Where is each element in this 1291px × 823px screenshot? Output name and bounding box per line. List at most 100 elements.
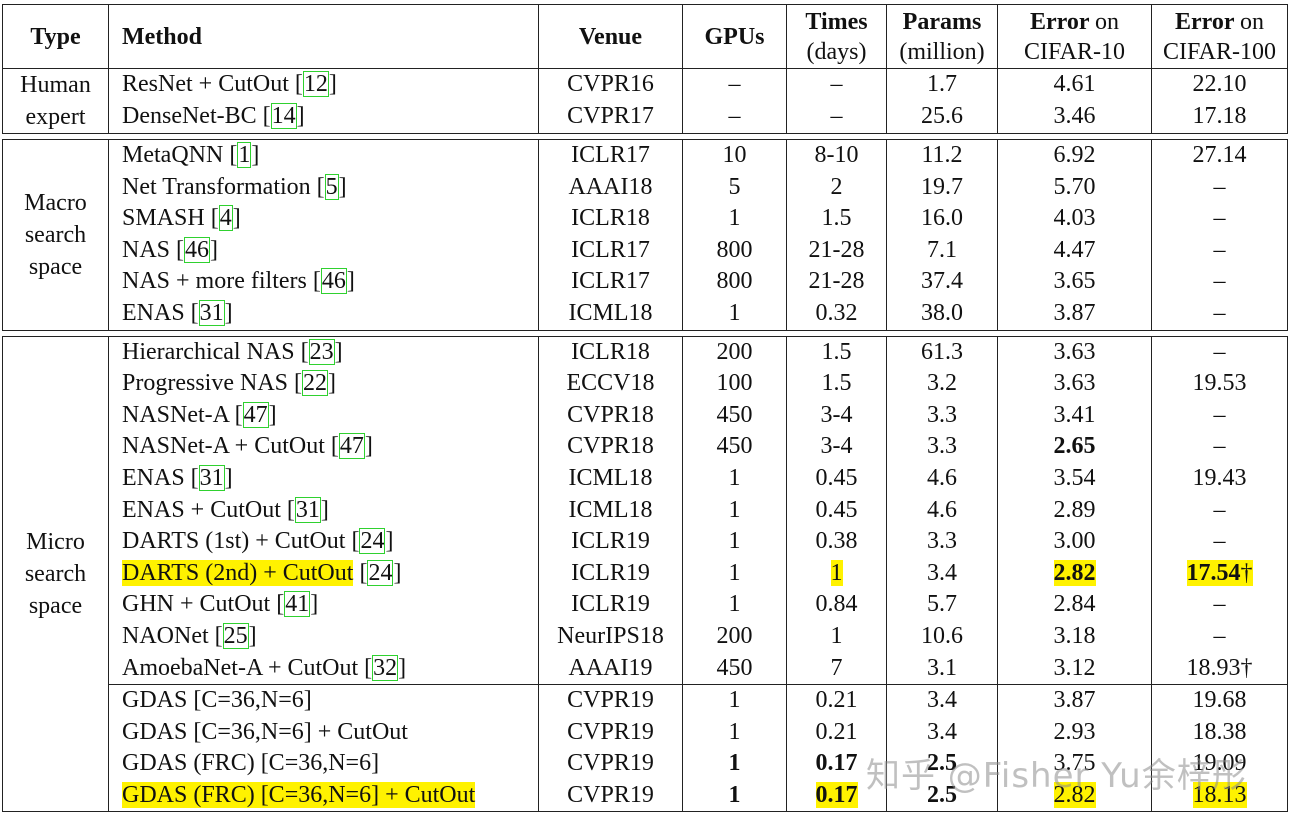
err10-cell: 3.65 bbox=[997, 266, 1152, 298]
venue-value: ICLR17 bbox=[571, 142, 650, 168]
err100-cell: – bbox=[1151, 526, 1288, 558]
gpus-cell: 1 bbox=[682, 557, 787, 590]
err10-cell: 3.87 bbox=[997, 297, 1152, 331]
citation-link[interactable]: 1 bbox=[237, 142, 252, 168]
ref-bracket: [ bbox=[229, 142, 238, 168]
gpus-cell: 1 bbox=[682, 203, 787, 235]
type-label: search bbox=[24, 221, 87, 248]
ref-bracket: ] bbox=[310, 591, 319, 618]
type-label: space bbox=[28, 253, 83, 280]
citation-link[interactable]: 12 bbox=[302, 71, 329, 98]
gpus-value: 1 bbox=[728, 781, 741, 808]
citation-link[interactable]: 14 bbox=[270, 103, 297, 130]
err100-value: 18.38 bbox=[1192, 718, 1247, 745]
citation-link[interactable]: 32 bbox=[372, 654, 399, 681]
ref-bracket: [ bbox=[190, 464, 199, 491]
citation-link[interactable]: 47 bbox=[338, 433, 365, 460]
params-value: 3.3 bbox=[927, 433, 957, 460]
err10-cell: 4.03 bbox=[997, 203, 1152, 235]
venue-cell: CVPR19 bbox=[538, 716, 683, 749]
err10-cell: 3.63 bbox=[997, 368, 1152, 400]
citation-link[interactable]: 24 bbox=[367, 559, 394, 586]
err100-value: – bbox=[1213, 236, 1226, 263]
gpus-cell: 800 bbox=[682, 266, 787, 298]
citation-link[interactable]: 46 bbox=[184, 236, 211, 263]
params-value: 25.6 bbox=[921, 103, 963, 130]
type-label: space bbox=[28, 593, 83, 620]
citation-link[interactable]: 4 bbox=[218, 205, 233, 232]
method-name: GDAS (FRC) [C=36,N=6] + CutOut bbox=[122, 781, 476, 808]
gpus-cell: 1 bbox=[682, 462, 787, 495]
citation-link[interactable]: 41 bbox=[284, 591, 311, 618]
citation-link[interactable]: 46 bbox=[320, 268, 347, 295]
err100-cell: – bbox=[1151, 399, 1288, 432]
ref-bracket: ] bbox=[338, 173, 347, 200]
method-cell: Hierarchical NAS [23] bbox=[108, 335, 539, 369]
err10-cell: 5.70 bbox=[997, 171, 1152, 204]
params-value: 3.2 bbox=[927, 370, 957, 397]
times-cell: 7 bbox=[786, 652, 887, 685]
ref-bracket: [ bbox=[294, 71, 303, 98]
method-name: GDAS [C=36,N=6] bbox=[122, 687, 312, 714]
venue-cell: ICML18 bbox=[538, 494, 683, 527]
citation-link[interactable]: 23 bbox=[308, 338, 335, 365]
err100-value: – bbox=[1213, 338, 1226, 365]
times-value: 0.84 bbox=[815, 591, 858, 618]
times-value: 0.17 bbox=[815, 781, 858, 808]
venue-cell: CVPR17 bbox=[538, 101, 683, 134]
err10-value: 3.87 bbox=[1053, 687, 1096, 714]
venue-cell: AAAI19 bbox=[538, 652, 683, 685]
gpus-cell: 1 bbox=[682, 684, 787, 717]
citation-link[interactable]: 31 bbox=[198, 299, 225, 326]
citation-link[interactable]: 31 bbox=[198, 464, 225, 491]
params-cell: 3.1 bbox=[886, 652, 998, 685]
err10-cell: 4.47 bbox=[997, 234, 1152, 267]
ref-bracket: ] bbox=[268, 401, 277, 428]
err100-value: – bbox=[1213, 496, 1226, 523]
citation-link[interactable]: 5 bbox=[324, 173, 339, 200]
err10-value: 3.00 bbox=[1053, 528, 1096, 555]
venue-value: CVPR18 bbox=[567, 433, 654, 460]
params-value: 3.4 bbox=[927, 687, 957, 714]
times-cell: 0.84 bbox=[786, 589, 887, 621]
err100-value: – bbox=[1213, 622, 1226, 649]
err100-cell: 19.68 bbox=[1151, 684, 1288, 717]
venue-cell: ICLR18 bbox=[538, 203, 683, 235]
table-row: NAS + more filters [46] ICLR17 800 21-28 37.… bbox=[3, 266, 1288, 298]
err10-cell: 2.82 bbox=[997, 779, 1152, 813]
err100-cell: – bbox=[1151, 266, 1288, 298]
times-cell: 8-10 bbox=[786, 139, 887, 172]
method-cell: NAS + more filters [46] bbox=[108, 266, 539, 298]
gpus-cell: – bbox=[682, 101, 787, 134]
times-value: 0.21 bbox=[815, 718, 858, 745]
venue-value: CVPR19 bbox=[567, 687, 654, 714]
gpus-value: 1 bbox=[728, 528, 741, 555]
citation-link[interactable]: 22 bbox=[302, 370, 328, 397]
citation-link[interactable]: 47 bbox=[242, 401, 269, 428]
err100-cell: – bbox=[1151, 297, 1288, 331]
times-value: 0.32 bbox=[815, 299, 858, 326]
err10-cell: 2.93 bbox=[997, 716, 1152, 749]
ref-bracket: [ bbox=[294, 370, 302, 397]
gpus-cell: 1 bbox=[682, 716, 787, 749]
method-cell: ResNet + CutOut [12] bbox=[108, 68, 539, 101]
params-value: 1.7 bbox=[927, 71, 957, 98]
gpus-cell: 1 bbox=[682, 779, 787, 813]
err100-value: 17.54 bbox=[1186, 559, 1241, 586]
citation-link[interactable]: 31 bbox=[294, 496, 321, 523]
type-label: expert bbox=[25, 104, 86, 130]
venue-value: CVPR19 bbox=[567, 718, 654, 745]
citation-link[interactable]: 24 bbox=[359, 528, 386, 555]
params-value: 16.0 bbox=[921, 205, 963, 232]
err100-value: 18.93† bbox=[1186, 654, 1253, 681]
venue-cell: ICML18 bbox=[538, 297, 683, 331]
params-value: 3.4 bbox=[927, 559, 957, 586]
method-cell: ENAS [31] bbox=[108, 297, 539, 331]
ref-bracket: [ bbox=[286, 496, 295, 523]
ref-bracket: ] bbox=[224, 464, 233, 491]
citation-link[interactable]: 25 bbox=[222, 622, 249, 649]
venue-cell: ICLR17 bbox=[538, 266, 683, 298]
method-name: Hierarchical NAS bbox=[122, 338, 301, 365]
params-value: 4.6 bbox=[927, 496, 957, 523]
method-name: AmoebaNet-A + CutOut bbox=[122, 654, 365, 681]
